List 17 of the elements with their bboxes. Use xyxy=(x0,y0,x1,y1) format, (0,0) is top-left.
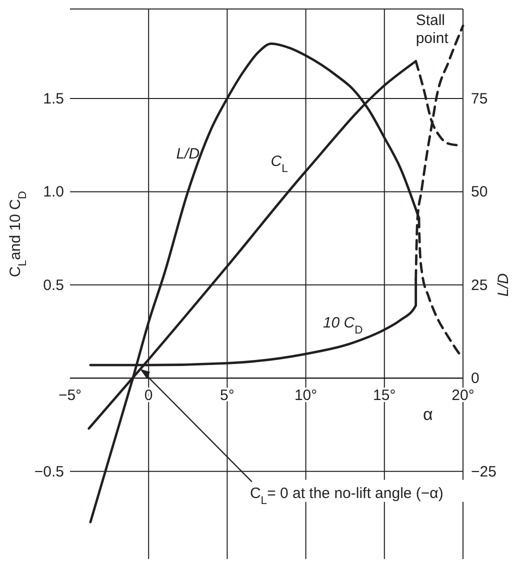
y-tick-label: −0.5 xyxy=(34,463,64,480)
y2-tick-label: 50 xyxy=(471,184,488,201)
annotation: Stall point xyxy=(416,12,450,48)
y2-axis-title: L/D xyxy=(495,273,512,297)
y2-tick-label: 25 xyxy=(471,276,488,294)
x-tick-label: −5° xyxy=(58,387,82,404)
y-tick-label: 0.5 xyxy=(43,276,64,294)
x-axis-title: α xyxy=(423,405,433,424)
series-label: 10 C$_{D}$ xyxy=(322,314,363,337)
y-tick-label: 1.0 xyxy=(43,184,64,201)
annotation: C$_{L}$= 0 at the no-lift angle (−α) xyxy=(250,484,444,507)
y2-tick-label: −25 xyxy=(471,463,496,480)
y-tick-label: 1.5 xyxy=(43,90,64,108)
series-label: C$_{L}$ xyxy=(270,153,288,176)
y2-tick-label: 0 xyxy=(471,370,480,388)
series-label: L/D xyxy=(176,146,200,163)
y2-tick-label: 75 xyxy=(471,90,488,108)
